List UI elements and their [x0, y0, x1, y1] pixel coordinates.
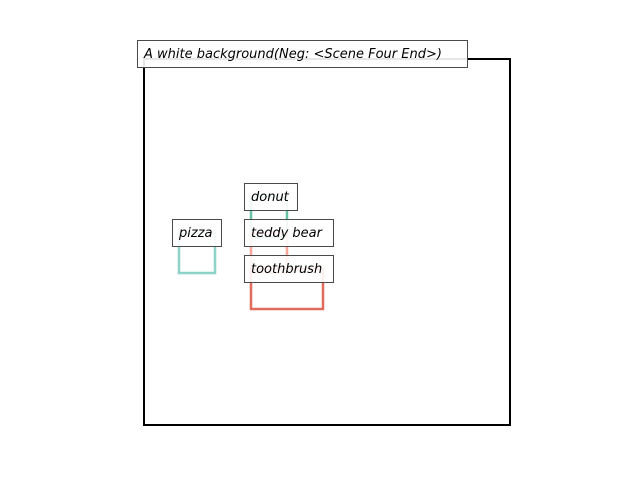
- pizza-label-box: [172, 219, 222, 247]
- teddy-bear-label-box: [244, 219, 334, 247]
- scene-caption: A white background(Neg: <Scene Four End>…: [137, 40, 468, 68]
- caption-text: A white background(Neg: <Scene Four End>…: [143, 47, 442, 62]
- donut-label-box: [244, 183, 298, 211]
- caption-box: [137, 40, 468, 68]
- teddy-bear-label-text: teddy bear: [251, 226, 324, 241]
- toothbrush-label: toothbrush: [244, 255, 334, 283]
- toothbrush-label-text: toothbrush: [251, 262, 322, 277]
- pizza-label-text: pizza: [178, 226, 213, 241]
- teddy-bear-label: teddy bear: [244, 219, 334, 247]
- pizza-label: pizza: [172, 219, 222, 247]
- toothbrush-label-box: [244, 255, 334, 283]
- donut-label-text: donut: [251, 190, 290, 205]
- donut-label: donut: [244, 183, 298, 211]
